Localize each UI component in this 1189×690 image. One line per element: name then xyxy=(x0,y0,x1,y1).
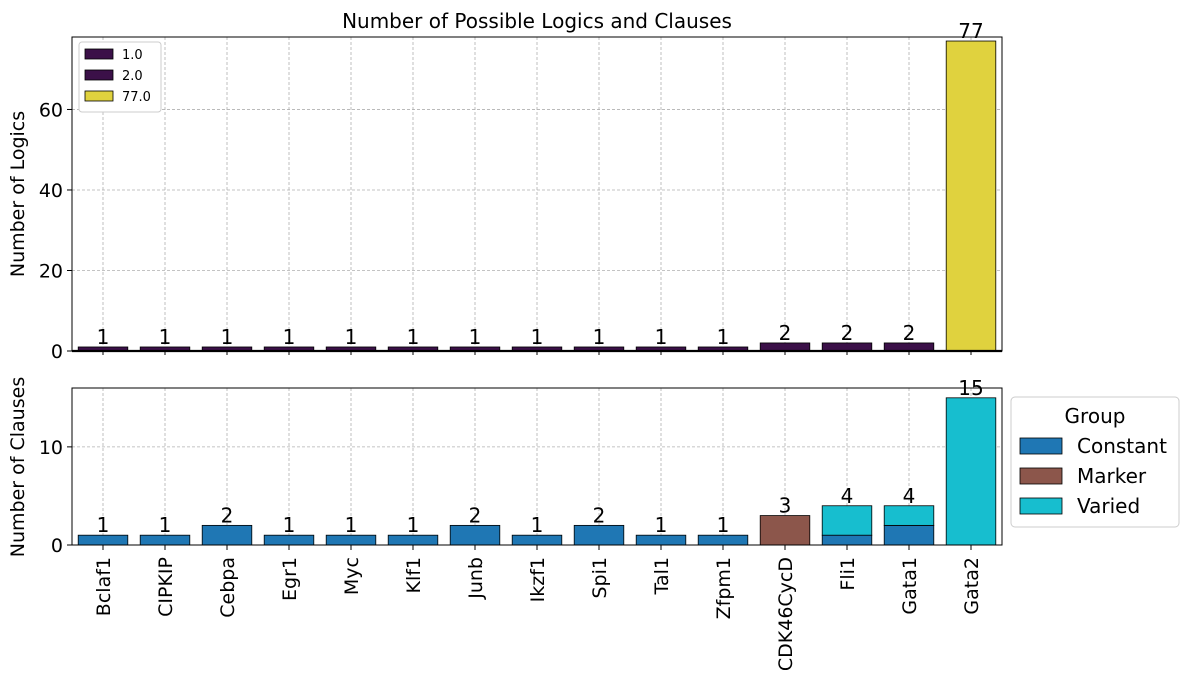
top-data-label: 1 xyxy=(531,325,544,349)
chart-title: Number of Possible Logics and Clauses xyxy=(342,9,732,33)
top-y-tick-label: 20 xyxy=(39,260,63,282)
legend-title: Group xyxy=(1065,404,1126,428)
x-tick-label: Bclaf1 xyxy=(93,557,115,616)
top-bar-gata2 xyxy=(945,40,997,352)
legend-swatch xyxy=(84,48,114,60)
bottom-bar-varied-fli1 xyxy=(821,505,873,536)
x-tick-label: Cebpa xyxy=(217,557,239,618)
top-data-label: 77 xyxy=(958,19,983,43)
legend-label-varied: Varied xyxy=(1077,494,1140,518)
bottom-data-label: 4 xyxy=(903,484,916,508)
bottom-bar-varied-gata1 xyxy=(883,505,935,526)
top-gridlines xyxy=(72,37,1002,352)
legend-swatch xyxy=(84,90,114,102)
bottom-y-tick-label: 10 xyxy=(39,437,63,459)
top-data-label: 2 xyxy=(779,321,792,345)
top-data-label: 1 xyxy=(345,325,358,349)
bottom-data-label: 1 xyxy=(283,513,296,537)
x-tick-label: Tal1 xyxy=(651,557,673,595)
legend-swatch-varied xyxy=(1019,497,1063,515)
bottom-data-label: 1 xyxy=(655,513,668,537)
top-y-tick-label: 60 xyxy=(39,99,63,121)
bottom-bar-marker-cdk46cycd xyxy=(759,515,811,546)
top-data-label: 2 xyxy=(903,321,916,345)
bottom-data-label: 1 xyxy=(97,513,110,537)
bottom-data-label: 2 xyxy=(469,503,482,527)
top-data-label: 1 xyxy=(221,325,234,349)
top-legend: 1.0 2.0 77.0 xyxy=(78,41,162,113)
bottom-data-label: 4 xyxy=(841,484,854,508)
top-y-axis-label: Number of Logics xyxy=(7,111,29,277)
legend-label-constant: Constant xyxy=(1077,434,1167,458)
x-tick-label: Gata2 xyxy=(961,557,983,615)
bottom-bar-varied-gata2 xyxy=(945,397,997,546)
bottom-y-axis-label: Number of Clauses xyxy=(7,377,29,557)
top-data-label: 1 xyxy=(655,325,668,349)
legend-label-marker: Marker xyxy=(1077,464,1147,488)
bottom-data-label: 1 xyxy=(345,513,358,537)
legend-swatch xyxy=(84,69,114,81)
bottom-y-tick-label: 0 xyxy=(51,535,63,557)
x-tick-label: Ikzf1 xyxy=(527,557,549,602)
top-data-label: 1 xyxy=(283,325,296,349)
bottom-data-label: 1 xyxy=(159,513,172,537)
top-data-label: 1 xyxy=(469,325,482,349)
bottom-x-ticks: Bclaf1 CIPKIP Cebpa Egr1 Myc Klf1 Junb Ikzf1 Spi… xyxy=(93,545,983,671)
x-tick-label: Fli1 xyxy=(837,557,859,591)
x-tick-label: Egr1 xyxy=(279,557,301,601)
x-tick-label: Myc xyxy=(341,557,363,595)
bottom-data-label: 3 xyxy=(779,494,792,518)
x-tick-label: Zfpm1 xyxy=(713,557,735,619)
bottom-bar-constant-cebpa xyxy=(201,524,253,546)
bottom-y-ticks: 0 10 xyxy=(39,437,72,557)
bottom-data-label: 1 xyxy=(531,513,544,537)
top-y-ticks: 0 20 40 60 xyxy=(39,99,972,363)
top-y-tick-label: 40 xyxy=(39,180,63,202)
bottom-data-label: 1 xyxy=(407,513,420,537)
x-tick-label: Klf1 xyxy=(403,557,425,594)
top-bars xyxy=(77,40,997,352)
bottom-data-label: 2 xyxy=(593,503,606,527)
legend-label: 1.0 xyxy=(122,48,143,63)
legend-swatch-constant xyxy=(1019,437,1063,455)
top-data-label: 1 xyxy=(97,325,110,349)
top-data-label: 2 xyxy=(841,321,854,345)
bottom-bar-constant-junb xyxy=(449,524,501,546)
bottom-data-label: 2 xyxy=(221,503,234,527)
bottom-bars xyxy=(77,397,997,546)
x-tick-label: Gata1 xyxy=(899,557,921,615)
top-data-label: 1 xyxy=(159,325,172,349)
x-tick-label: Junb xyxy=(465,557,487,600)
bottom-bar-constant-spi1 xyxy=(573,524,625,546)
legend-swatch-marker xyxy=(1019,467,1063,485)
bottom-bar-constant-fli1 xyxy=(821,534,873,546)
top-data-label: 1 xyxy=(717,325,730,349)
bottom-data-labels: 1 1 2 1 1 1 2 1 2 1 13 4 415 xyxy=(97,376,984,537)
bottom-data-label: 1 xyxy=(717,513,730,537)
x-tick-label: CDK46CycD xyxy=(775,557,797,671)
bottom-legend: Group Constant Marker Varied xyxy=(1010,396,1180,528)
top-y-tick-label: 0 xyxy=(51,341,63,363)
x-tick-label: CIPKIP xyxy=(155,557,177,617)
legend-label: 2.0 xyxy=(122,69,143,84)
bottom-bar-constant-gata1 xyxy=(883,524,935,546)
top-data-label: 1 xyxy=(407,325,420,349)
top-data-label: 1 xyxy=(593,325,606,349)
legend-label: 77.0 xyxy=(122,90,151,105)
x-tick-label: Spi1 xyxy=(589,557,611,599)
